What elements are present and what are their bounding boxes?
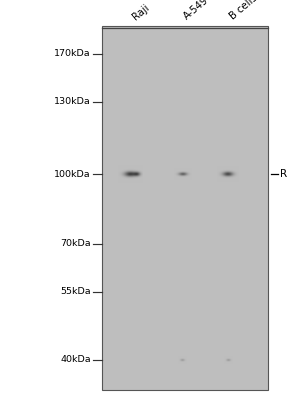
Bar: [102, 26, 268, 390]
Text: Raji: Raji: [131, 2, 151, 22]
Text: RANBP9: RANBP9: [280, 169, 287, 179]
Text: 170kDa: 170kDa: [54, 50, 91, 58]
Text: 130kDa: 130kDa: [54, 98, 91, 106]
Text: 100kDa: 100kDa: [54, 170, 91, 178]
Text: 70kDa: 70kDa: [60, 240, 91, 248]
Text: 55kDa: 55kDa: [60, 288, 91, 296]
Text: B cells: B cells: [228, 0, 259, 22]
Text: 40kDa: 40kDa: [60, 356, 91, 364]
Text: A-549: A-549: [182, 0, 211, 22]
